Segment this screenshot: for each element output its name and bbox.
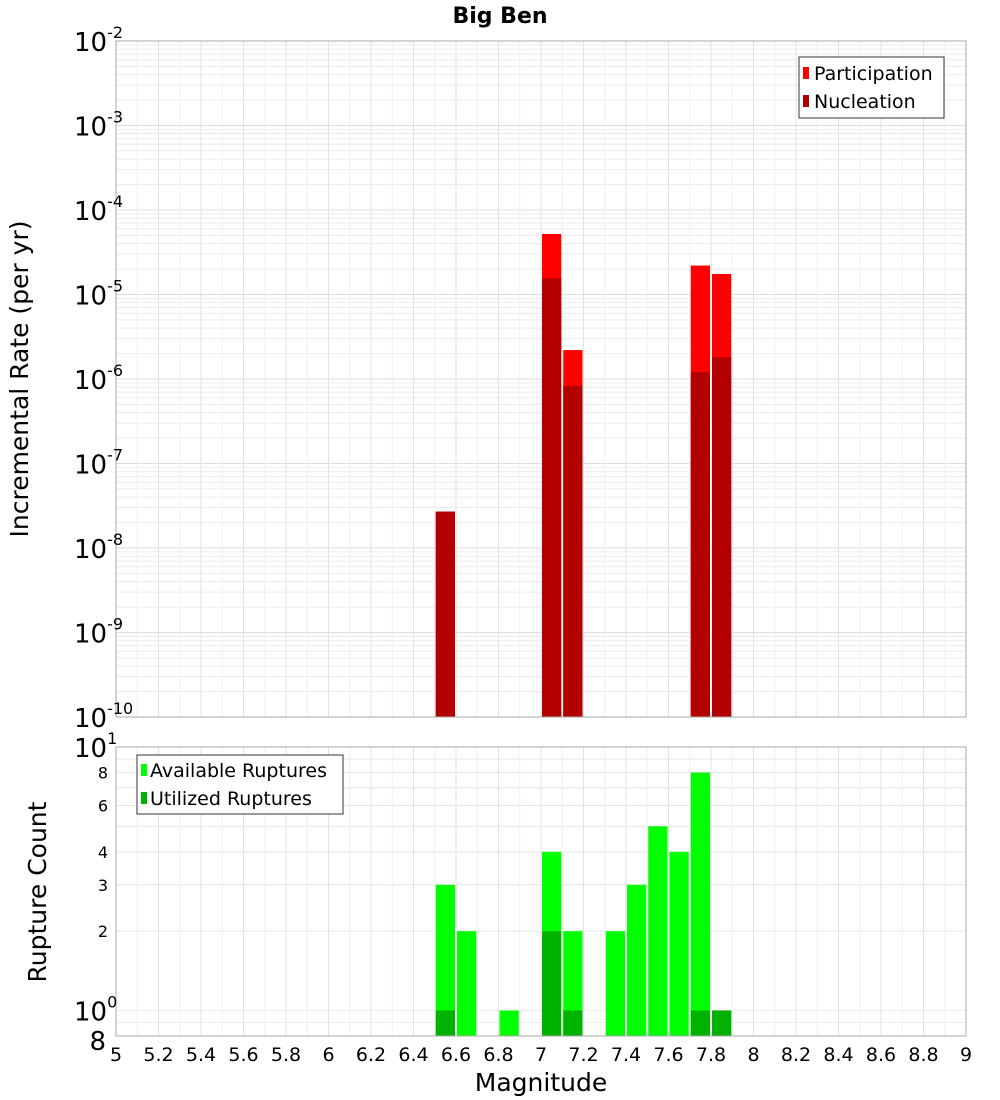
- legend-swatch-participation: [803, 67, 809, 79]
- bar-available-ruptures: [605, 931, 625, 1036]
- bottom-legend-box: [136, 754, 344, 815]
- bar-available-ruptures: [648, 826, 668, 1036]
- bar-nucleation: [563, 385, 583, 717]
- top-y-tick-labels: 10-10 10-9 10-8 10-7 10-6 10-5 10-4 10-3 10-2: [74, 23, 133, 734]
- top-grid: [115, 40, 967, 718]
- x-axis-label: Magnitude: [475, 1068, 607, 1097]
- bar-available-ruptures: [499, 1010, 519, 1036]
- x-tick-labels: 5 5.2 5.4 5.6 5.8 6 6.2 6.4 6.6 6.8 7 7.2 7.4 7.6 7.8 8…: [110, 1044, 972, 1066]
- x-tick-label: 5.8: [271, 1044, 301, 1066]
- legend-label-nucleation: Nucleation: [814, 91, 916, 113]
- x-tick-label: 5.6: [228, 1044, 258, 1066]
- x-tick-label: 9: [960, 1044, 972, 1066]
- top-y-tick-label: 10-4: [74, 192, 123, 227]
- bottom-y-major-tick-label: 101: [74, 729, 117, 764]
- top-bars: [435, 233, 732, 717]
- bottom-y-minor-tick-label: 8: [98, 764, 108, 783]
- top-y-tick-label: 10-10: [74, 699, 133, 734]
- x-tick-label: 7.6: [653, 1044, 683, 1066]
- bar-utilized-ruptures: [542, 931, 562, 1036]
- bottom-y-minor-tick-label: 8: [89, 1027, 106, 1057]
- bottom-bars: [435, 772, 732, 1036]
- bar-available-ruptures: [563, 931, 583, 1036]
- x-tick-label: 8.8: [908, 1044, 938, 1066]
- bottom-y-major-tick-label: 100: [74, 992, 117, 1027]
- bar-available-ruptures: [435, 884, 455, 1036]
- top-y-tick-label: 10-2: [74, 23, 123, 58]
- bar-nucleation: [712, 357, 732, 717]
- top-y-tick-label: 10-5: [74, 277, 123, 312]
- legend-swatch-nucleation: [803, 95, 809, 107]
- chart-title: Big Ben: [452, 4, 547, 29]
- x-tick-label: 6.8: [483, 1044, 513, 1066]
- x-tick-label: 8.4: [823, 1044, 853, 1066]
- top-y-tick-label: 10-8: [74, 530, 123, 565]
- bar-available-ruptures: [690, 772, 710, 1036]
- top-y-axis-label: Incremental Rate (per yr): [5, 221, 34, 538]
- bar-nucleation: [435, 511, 455, 717]
- bar-nucleation: [542, 278, 562, 717]
- top-panel: 10-10 10-9 10-8 10-7 10-6 10-5 10-4 10-3 10-2 In…: [5, 23, 967, 734]
- x-tick-label: 5.2: [143, 1044, 173, 1066]
- legend-swatch-available-ruptures: [141, 764, 147, 776]
- top-legend: Participation Nucleation: [798, 56, 945, 119]
- x-tick-label: 7.2: [568, 1044, 598, 1066]
- x-tick-label: 6.6: [441, 1044, 471, 1066]
- x-tick-label: 8: [747, 1044, 759, 1066]
- bar-nucleation: [690, 372, 710, 717]
- legend-label-participation: Participation: [814, 63, 933, 85]
- bar-available-ruptures: [627, 884, 647, 1036]
- bottom-y-axis-label: Rupture Count: [23, 801, 52, 982]
- x-tick-label: 7: [535, 1044, 547, 1066]
- bar-available-ruptures: [669, 851, 689, 1036]
- top-y-tick-label: 10-3: [74, 108, 123, 143]
- x-tick-label: 7.4: [611, 1044, 641, 1066]
- x-tick-label: 8.2: [781, 1044, 811, 1066]
- top-y-tick-label: 10-6: [74, 361, 123, 396]
- x-tick-label: 6: [322, 1044, 334, 1066]
- legend-label-available-ruptures: Available Ruptures: [150, 760, 327, 782]
- bottom-y-minor-tick-label: 2: [98, 922, 108, 941]
- legend-swatch-utilized-ruptures: [141, 792, 147, 804]
- bar-utilized-ruptures: [435, 1010, 455, 1036]
- x-tick-label: 6.2: [356, 1044, 386, 1066]
- bottom-plot-frame: [115, 746, 967, 1037]
- bottom-legend: Available Ruptures Utilized Ruptures: [136, 754, 344, 815]
- bar-utilized-ruptures: [690, 1010, 710, 1036]
- x-tick-label: 8.6: [866, 1044, 896, 1066]
- x-tick-label: 6.4: [398, 1044, 428, 1066]
- top-legend-box: [798, 56, 945, 119]
- x-tick-label: 5.4: [186, 1044, 216, 1066]
- top-y-tick-label: 10-9: [74, 615, 123, 650]
- x-tick-label: 7.8: [696, 1044, 726, 1066]
- bottom-y-minor-tick-label: 4: [98, 843, 108, 862]
- bottom-y-minor-tick-label: 3: [98, 876, 108, 895]
- bottom-y-minor-tick-label: 6: [98, 796, 108, 815]
- legend-label-utilized-ruptures: Utilized Ruptures: [150, 788, 312, 810]
- top-plot-frame: [115, 40, 967, 718]
- top-y-tick-label: 10-7: [74, 446, 123, 481]
- bar-utilized-ruptures: [712, 1010, 732, 1036]
- bar-available-ruptures: [457, 931, 477, 1036]
- bar-utilized-ruptures: [563, 1010, 583, 1036]
- x-tick-label: 5: [110, 1044, 122, 1066]
